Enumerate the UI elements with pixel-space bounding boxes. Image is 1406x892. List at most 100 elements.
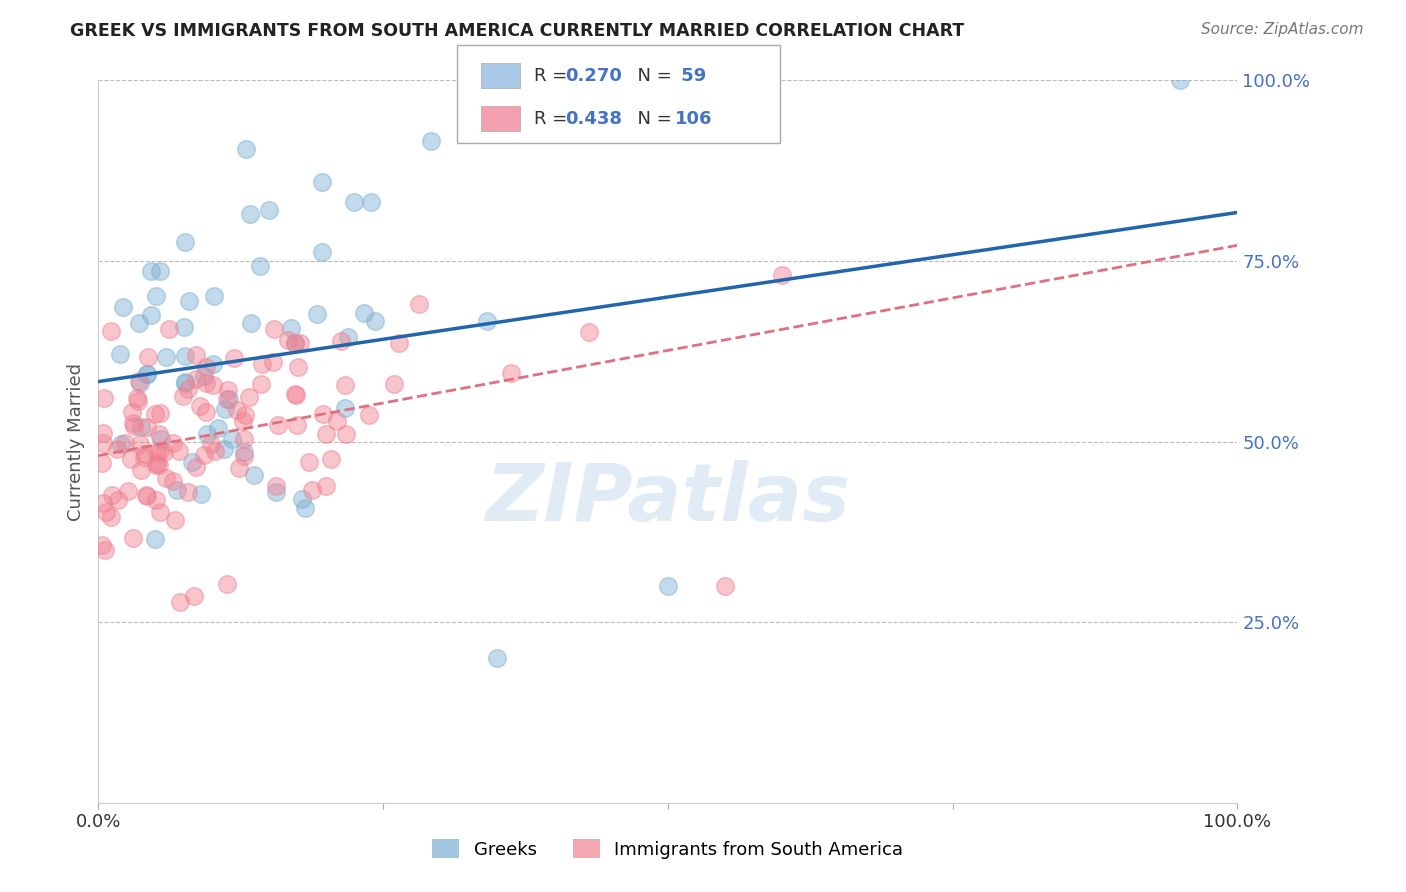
Point: [148, 458, 170, 472]
Point: [135, 489, 157, 503]
Point: [110, 436, 132, 450]
Text: 106: 106: [675, 110, 713, 128]
Point: [100, 488, 122, 502]
Point: [155, 350, 177, 364]
Point: [195, 426, 218, 441]
Point: [259, 203, 281, 218]
Point: [202, 289, 225, 303]
Point: [166, 483, 188, 498]
Point: [136, 368, 159, 382]
Legend: Greeks, Immigrants from South America: Greeks, Immigrants from South America: [425, 832, 911, 866]
Point: [287, 359, 309, 374]
Point: [250, 357, 273, 371]
Point: [169, 595, 191, 609]
Point: [499, 367, 522, 381]
Point: [222, 351, 245, 365]
Point: [315, 426, 337, 441]
Point: [173, 320, 195, 334]
Text: GREEK VS IMMIGRANTS FROM SOUTH AMERICA CURRENTLY MARRIED CORRELATION CHART: GREEK VS IMMIGRANTS FROM SOUTH AMERICA C…: [70, 22, 965, 40]
Point: [193, 369, 215, 384]
Point: [217, 392, 239, 406]
Point: [335, 426, 357, 441]
Point: [121, 405, 143, 419]
Point: [335, 401, 357, 415]
Point: [149, 505, 172, 519]
Point: [201, 357, 224, 371]
Point: [145, 445, 167, 459]
Point: [149, 444, 172, 458]
Point: [200, 437, 222, 451]
Point: [145, 492, 167, 507]
Point: [96, 505, 118, 519]
Point: [301, 483, 323, 497]
Point: [235, 142, 257, 156]
Point: [128, 376, 150, 390]
Point: [134, 447, 156, 461]
Point: [233, 432, 256, 446]
Point: [125, 391, 148, 405]
Point: [657, 579, 679, 593]
Point: [578, 325, 600, 339]
Point: [239, 317, 262, 331]
Point: [94, 543, 117, 558]
Point: [93, 391, 115, 405]
Point: [325, 414, 347, 428]
Point: [163, 513, 186, 527]
Point: [120, 452, 142, 467]
Y-axis label: Currently Married: Currently Married: [66, 362, 84, 521]
Point: [145, 289, 167, 303]
Text: N =: N =: [626, 67, 678, 85]
Point: [285, 417, 308, 432]
Point: [179, 293, 201, 308]
Point: [181, 455, 204, 469]
Point: [194, 376, 217, 390]
Point: [250, 376, 273, 391]
Point: [226, 403, 249, 417]
Point: [146, 456, 169, 470]
Point: [117, 484, 139, 499]
Point: [155, 470, 177, 484]
Point: [233, 408, 256, 422]
Point: [284, 336, 307, 351]
Point: [177, 382, 200, 396]
Text: 59: 59: [675, 67, 706, 85]
Point: [232, 445, 254, 459]
Point: [714, 579, 737, 593]
Point: [190, 486, 212, 500]
Point: [221, 432, 243, 446]
Point: [148, 427, 170, 442]
Text: Source: ZipAtlas.com: Source: ZipAtlas.com: [1201, 22, 1364, 37]
Point: [333, 378, 356, 392]
Point: [239, 206, 262, 220]
Point: [153, 445, 176, 459]
Point: [228, 460, 250, 475]
Point: [207, 421, 229, 435]
Point: [174, 349, 197, 363]
Point: [194, 360, 217, 375]
Point: [174, 376, 197, 390]
Point: [107, 492, 129, 507]
Point: [330, 334, 353, 348]
Point: [122, 417, 145, 431]
Point: [264, 484, 287, 499]
Point: [217, 383, 239, 397]
Point: [284, 387, 307, 401]
Point: [288, 335, 311, 350]
Text: 0.270: 0.270: [565, 67, 621, 85]
Point: [215, 577, 238, 591]
Point: [145, 458, 167, 473]
Point: [167, 444, 190, 458]
Point: [353, 305, 375, 319]
Point: [139, 264, 162, 278]
Point: [315, 479, 337, 493]
Point: [91, 538, 114, 552]
Point: [148, 264, 170, 278]
Point: [343, 194, 366, 209]
Point: [311, 175, 333, 189]
Point: [132, 450, 155, 464]
Point: [143, 407, 166, 421]
Point: [214, 442, 236, 456]
Point: [105, 442, 128, 456]
Point: [267, 417, 290, 432]
Point: [263, 322, 285, 336]
